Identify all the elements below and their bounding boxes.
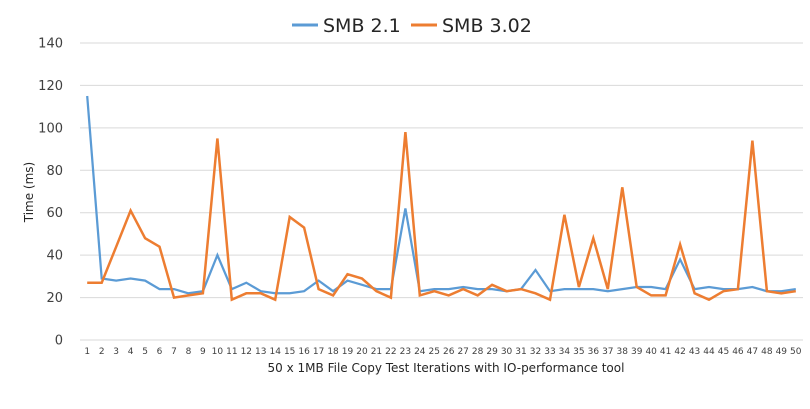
x-tick-label: 21 [371, 347, 382, 357]
x-tick-label: 40 [645, 347, 657, 357]
x-tick-label: 35 [573, 347, 584, 357]
y-tick-label: 20 [46, 291, 63, 306]
x-tick-label: 22 [385, 347, 396, 357]
x-tick-label: 41 [660, 347, 671, 357]
x-tick-label: 7 [171, 347, 177, 357]
x-tick-label: 29 [486, 347, 498, 357]
x-tick-label: 25 [429, 347, 440, 357]
y-tick-label: 40 [46, 249, 63, 264]
x-tick-label: 39 [631, 347, 643, 357]
x-tick-label: 46 [732, 347, 744, 357]
y-tick-label: 120 [38, 79, 63, 94]
x-tick-label: 2 [99, 347, 105, 357]
x-tick-label: 50 [790, 347, 802, 357]
x-tick-label: 23 [400, 347, 411, 357]
x-tick-label: 32 [530, 347, 541, 357]
x-tick-label: 37 [602, 347, 613, 357]
x-tick-label: 9 [200, 347, 206, 357]
x-tick-label: 17 [313, 347, 324, 357]
x-tick-label: 11 [226, 347, 237, 357]
x-tick-label: 34 [559, 347, 571, 357]
x-axis-ticks: 1 2 3 4 5 6 7 8 9 10 11 12 13 14 15 16 17 18 19 20 21 22 23 24 2… [84, 347, 801, 357]
x-tick-label: 43 [689, 347, 700, 357]
x-tick-label: 48 [761, 347, 773, 357]
y-tick-label: 100 [38, 121, 63, 136]
x-tick-label: 30 [501, 347, 513, 357]
x-tick-label: 20 [356, 347, 368, 357]
y-axis-title: Time (ms) [22, 162, 36, 224]
x-tick-label: 5 [142, 347, 148, 357]
x-tick-label: 24 [414, 347, 426, 357]
x-tick-label: 6 [157, 347, 163, 357]
x-tick-label: 15 [284, 347, 295, 357]
x-tick-label: 27 [457, 347, 468, 357]
legend: SMB 2.1 SMB 3.02 [292, 15, 532, 37]
y-tick-label: 0 [55, 334, 63, 349]
x-axis-title: 50 x 1MB File Copy Test Iterations with … [268, 361, 625, 375]
x-tick-label: 14 [269, 347, 281, 357]
x-tick-label: 36 [588, 347, 600, 357]
y-tick-label: 60 [46, 206, 63, 221]
y-tick-label: 140 [38, 37, 63, 52]
x-tick-label: 13 [255, 347, 266, 357]
x-tick-label: 28 [472, 347, 484, 357]
series-line-2 [87, 131, 796, 302]
x-tick-label: 45 [718, 347, 729, 357]
x-tick-label: 38 [617, 347, 629, 357]
y-tick-label: 80 [46, 164, 63, 179]
x-tick-label: 47 [747, 347, 758, 357]
legend-label-1: SMB 2.1 [323, 15, 401, 37]
x-tick-label: 8 [186, 347, 192, 357]
x-tick-label: 19 [342, 347, 354, 357]
x-tick-label: 12 [241, 347, 252, 357]
series-lines [86, 95, 796, 302]
x-tick-label: 1 [84, 347, 90, 357]
x-tick-label: 4 [128, 347, 134, 357]
x-tick-label: 31 [515, 347, 526, 357]
x-tick-label: 10 [212, 347, 224, 357]
x-tick-label: 3 [113, 347, 119, 357]
legend-label-2: SMB 3.02 [442, 15, 532, 37]
x-tick-label: 16 [298, 347, 310, 357]
x-tick-label: 44 [703, 347, 715, 357]
x-tick-label: 33 [544, 347, 555, 357]
x-tick-label: 18 [327, 347, 339, 357]
series-line-1 [86, 95, 796, 295]
x-tick-label: 42 [674, 347, 685, 357]
gridlines [80, 42, 803, 341]
y-axis-ticks: 0 20 40 60 80 100 120 140 [38, 37, 63, 349]
x-tick-label: 26 [443, 347, 455, 357]
x-tick-label: 49 [776, 347, 788, 357]
